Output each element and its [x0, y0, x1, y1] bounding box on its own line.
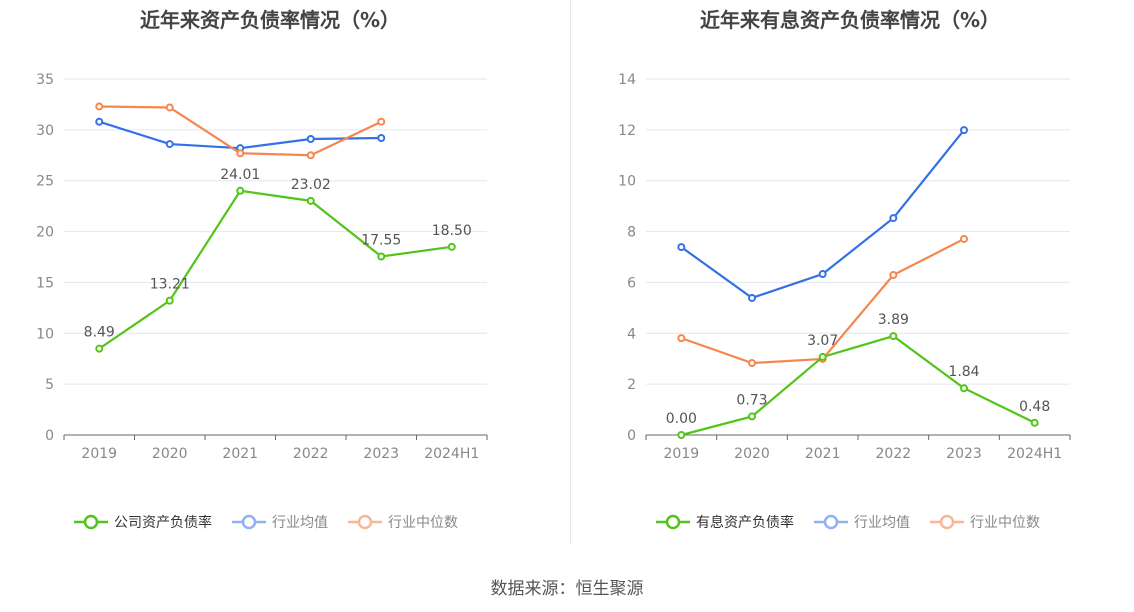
data-point: [306, 151, 315, 160]
y-tick-label: 15: [36, 275, 54, 291]
legend-label: 公司资产负债率: [114, 514, 212, 531]
chart-left: 0 5 10 15 20 25 30 35 2019 2020 2021 2022 2023 2024H1…: [36, 72, 488, 531]
data-label: 18.50: [432, 223, 472, 239]
data-point: [447, 242, 456, 251]
data-source: 数据来源：恒生聚源: [490, 579, 644, 599]
y-tick-label: 30: [36, 123, 54, 139]
legend-marker: [939, 514, 955, 530]
x-tick-label: 2020: [734, 446, 770, 462]
chart-right: 0 2 4 6 8 10 12 14 2019 2020 2021 2022 2023 2024H1 0.0…: [618, 72, 1071, 531]
data-point: [677, 334, 686, 343]
data-point: [165, 103, 174, 112]
legend-marker: [357, 514, 373, 530]
y-tick-label: 10: [36, 326, 54, 342]
data-point: [960, 384, 968, 393]
x-tick-label: 2023: [946, 446, 982, 462]
data-point: [677, 431, 686, 439]
x-tick-label: 2024H1: [424, 446, 479, 462]
data-point: [95, 102, 104, 111]
y-tick-label: 8: [627, 225, 636, 241]
data-point: [960, 234, 968, 243]
data-label: 13.21: [150, 277, 190, 293]
data-label: 24.01: [220, 167, 260, 183]
series-line: [681, 334, 1036, 437]
y-tick-label: 6: [627, 275, 636, 291]
x-tick-label: 2021: [222, 446, 258, 462]
data-label: 3.07: [807, 333, 838, 349]
x-tick-label: 2019: [81, 446, 117, 462]
data-point: [889, 271, 898, 280]
y-tick-label: 20: [36, 225, 54, 241]
data-point: [960, 126, 968, 135]
legend-marker: [83, 514, 99, 530]
x-tick-label: 2020: [152, 446, 188, 462]
data-point: [748, 412, 756, 421]
data-label: 0.73: [736, 392, 767, 408]
data-point: [889, 214, 898, 223]
data-label: 23.02: [291, 177, 331, 193]
x-tick-label: 2022: [293, 446, 329, 462]
y-tick-label: 12: [618, 123, 636, 139]
y-tick-label: 2: [627, 377, 636, 393]
data-point: [306, 135, 315, 144]
data-label: 0.48: [1019, 399, 1050, 415]
chart-title-left: 近年来资产负债率情况（%）: [139, 8, 401, 32]
legend-label: 行业均值: [854, 515, 910, 531]
y-tick-label: 0: [627, 428, 636, 444]
data-label: 0.00: [666, 411, 697, 427]
legend-label: 行业中位数: [388, 515, 458, 531]
data-point: [818, 270, 827, 279]
data-point: [818, 352, 827, 361]
data-point: [236, 186, 245, 195]
y-tick-label: 35: [36, 72, 54, 88]
data-point: [165, 140, 174, 149]
y-tick-label: 0: [45, 428, 54, 444]
data-point: [165, 296, 174, 305]
y-tick-label: 14: [618, 72, 636, 88]
data-point: [95, 117, 104, 126]
legend-label: 行业均值: [272, 515, 328, 531]
data-point: [748, 293, 756, 302]
legend-label: 行业中位数: [970, 515, 1040, 531]
divider: [570, 0, 571, 545]
y-tick-label: 5: [45, 377, 54, 393]
data-point: [306, 196, 315, 205]
data-point: [377, 117, 386, 126]
y-tick-label: 10: [618, 174, 636, 190]
data-point: [377, 252, 386, 261]
legend-label: 有息资产负债率: [696, 514, 794, 531]
chart-title-right: 近年来有息资产负债率情况（%）: [699, 8, 1001, 32]
x-tick-label: 2023: [363, 446, 399, 462]
data-label: 1.84: [948, 364, 979, 380]
x-tick-label: 2022: [876, 446, 912, 462]
legend-marker: [241, 514, 257, 530]
legend-marker: [823, 514, 839, 530]
data-label: 8.49: [84, 325, 115, 341]
data-point: [95, 344, 104, 353]
y-tick-label: 25: [36, 174, 54, 190]
y-tick-label: 4: [627, 326, 636, 342]
data-point: [377, 133, 386, 142]
data-point: [889, 332, 898, 341]
data-point: [236, 149, 245, 158]
data-label: 17.55: [361, 232, 401, 248]
x-tick-label: 2024H1: [1007, 446, 1062, 462]
series-line: [98, 189, 452, 350]
x-tick-label: 2019: [664, 446, 700, 462]
data-point: [677, 243, 686, 252]
data-label: 3.89: [878, 312, 909, 328]
legend-marker: [665, 514, 681, 530]
data-point: [748, 359, 756, 368]
data-point: [1030, 418, 1039, 427]
x-tick-label: 2021: [805, 446, 841, 462]
